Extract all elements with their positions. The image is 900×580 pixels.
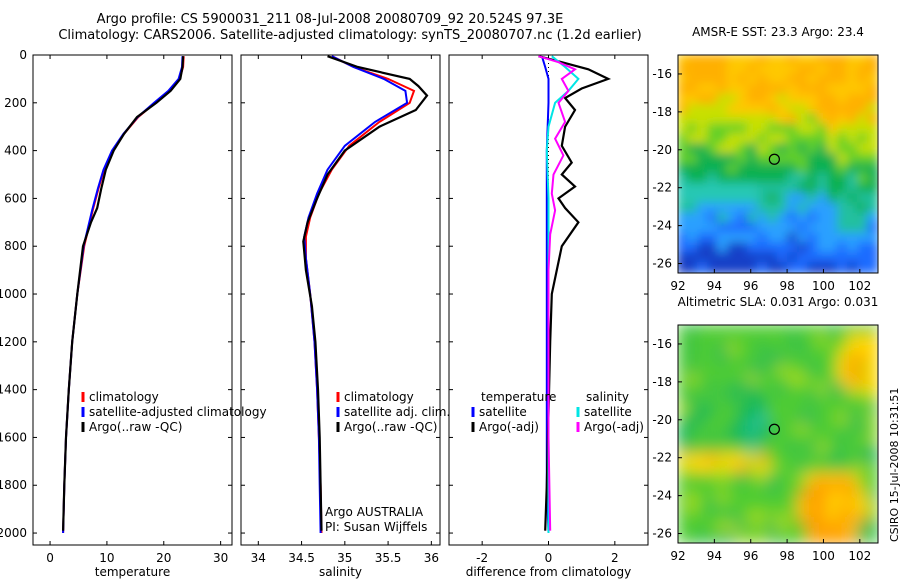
annotation-pi: PI: Susan Wijffels — [325, 520, 427, 534]
legend-entry: climatology — [344, 390, 414, 404]
map-x-tick-label: 98 — [779, 279, 794, 293]
x-tick-label: 0 — [545, 551, 553, 565]
legend-entry: Argo(..raw -QC) — [344, 420, 437, 434]
legend-entry: climatology — [89, 390, 159, 404]
map-x-tick-label: 98 — [779, 549, 794, 563]
y-tick-label: 1400 — [0, 383, 27, 397]
map-y-tick-label: -16 — [652, 67, 672, 81]
y-tick-label: 600 — [4, 191, 27, 205]
series-line-1-3 — [62, 56, 185, 531]
map-x-tick-label: 94 — [707, 279, 722, 293]
map-y-tick-label: -20 — [652, 143, 672, 157]
map-y-tick-label: -18 — [652, 105, 672, 119]
map-x-tick-label: 102 — [848, 279, 871, 293]
y-tick-label: 200 — [4, 96, 27, 110]
legend-heading: salinity — [586, 390, 629, 404]
map-x-tick-label: 92 — [670, 549, 685, 563]
map-y-tick-label: -18 — [652, 375, 672, 389]
map-y-tick-label: -24 — [652, 489, 672, 503]
map-frame-1 — [677, 54, 879, 274]
legend-entry: satellite adj. clim. — [344, 405, 450, 419]
plot-frame-1 — [32, 54, 233, 546]
legend-entry: satellite-adjusted climatology — [89, 405, 267, 419]
legend-entry: satellite — [479, 405, 527, 419]
map-y-tick-label: -20 — [652, 413, 672, 427]
map-y-tick-label: -24 — [652, 219, 672, 233]
y-tick-label: 1800 — [0, 478, 27, 492]
x-tick-label: 35.5 — [375, 551, 402, 565]
map-frame-2 — [677, 324, 879, 544]
x-axis-label: salinity — [319, 565, 362, 579]
map-x-tick-label: 94 — [707, 549, 722, 563]
x-tick-label: 20 — [156, 551, 171, 565]
y-tick-label: 1200 — [0, 335, 27, 349]
map-y-tick-label: -16 — [652, 337, 672, 351]
map-x-tick-label: 100 — [812, 549, 835, 563]
map-x-tick-label: 102 — [848, 549, 871, 563]
series-line-3-4 — [538, 55, 578, 531]
map-field-1 — [678, 55, 878, 273]
y-tick-label: 400 — [4, 144, 27, 158]
legend-heading: temperature — [481, 390, 556, 404]
map-title: Altimetric SLA: 0.031 Argo: 0.031 — [678, 295, 879, 309]
x-tick-label: 35 — [337, 551, 352, 565]
x-tick-label: -2 — [476, 551, 488, 565]
x-tick-label: 34 — [251, 551, 266, 565]
argo-location-marker — [768, 423, 780, 435]
x-axis-label: temperature — [95, 565, 170, 579]
map-field-2 — [678, 325, 878, 543]
y-tick-label: 800 — [4, 239, 27, 253]
map-y-tick-label: -22 — [652, 451, 672, 465]
y-tick-label: 2000 — [0, 526, 27, 540]
x-axis-label: difference from climatology — [466, 565, 632, 579]
y-tick-label: 0 — [19, 48, 27, 62]
map-y-tick-label: -22 — [652, 181, 672, 195]
map-x-tick-label: 100 — [812, 279, 835, 293]
map-blur-layer — [678, 55, 878, 273]
series-line-2-3 — [302, 55, 429, 531]
argo-location-marker — [768, 153, 780, 165]
y-tick-label: 1000 — [0, 287, 27, 301]
legend-entry: Argo(-adj) — [584, 420, 644, 434]
footer-timestamp: CSIRO 15-Jul-2008 10:31:51 — [888, 387, 900, 542]
map-title: AMSR-E SST: 23.3 Argo: 23.4 — [692, 25, 864, 39]
plot-frame-2 — [240, 54, 441, 546]
figure-title-line1: Argo profile: CS 5900031_211 08-Jul-2008… — [96, 12, 564, 27]
y-tick-label: 1600 — [0, 430, 27, 444]
legend-entry: satellite — [584, 405, 632, 419]
map-x-tick-label: 92 — [670, 279, 685, 293]
x-tick-label: 2 — [611, 551, 619, 565]
map-blur-layer — [678, 325, 878, 543]
map-y-tick-label: -26 — [652, 257, 672, 271]
series-line-3-2 — [538, 55, 612, 531]
map-x-tick-label: 96 — [743, 549, 758, 563]
x-tick-label: 34.5 — [288, 551, 315, 565]
map-y-tick-label: -26 — [652, 527, 672, 541]
legend-entry: Argo(-adj) — [479, 420, 539, 434]
x-tick-label: 0 — [46, 551, 54, 565]
x-tick-label: 36 — [424, 551, 439, 565]
map-x-tick-label: 96 — [743, 279, 758, 293]
figure-title-line2: Climatology: CARS2006. Satellite-adjuste… — [58, 28, 642, 43]
x-tick-label: 30 — [213, 551, 228, 565]
annotation-argo-australia: Argo AUSTRALIA — [325, 505, 424, 519]
legend-entry: Argo(..raw -QC) — [89, 420, 182, 434]
x-tick-label: 10 — [99, 551, 114, 565]
